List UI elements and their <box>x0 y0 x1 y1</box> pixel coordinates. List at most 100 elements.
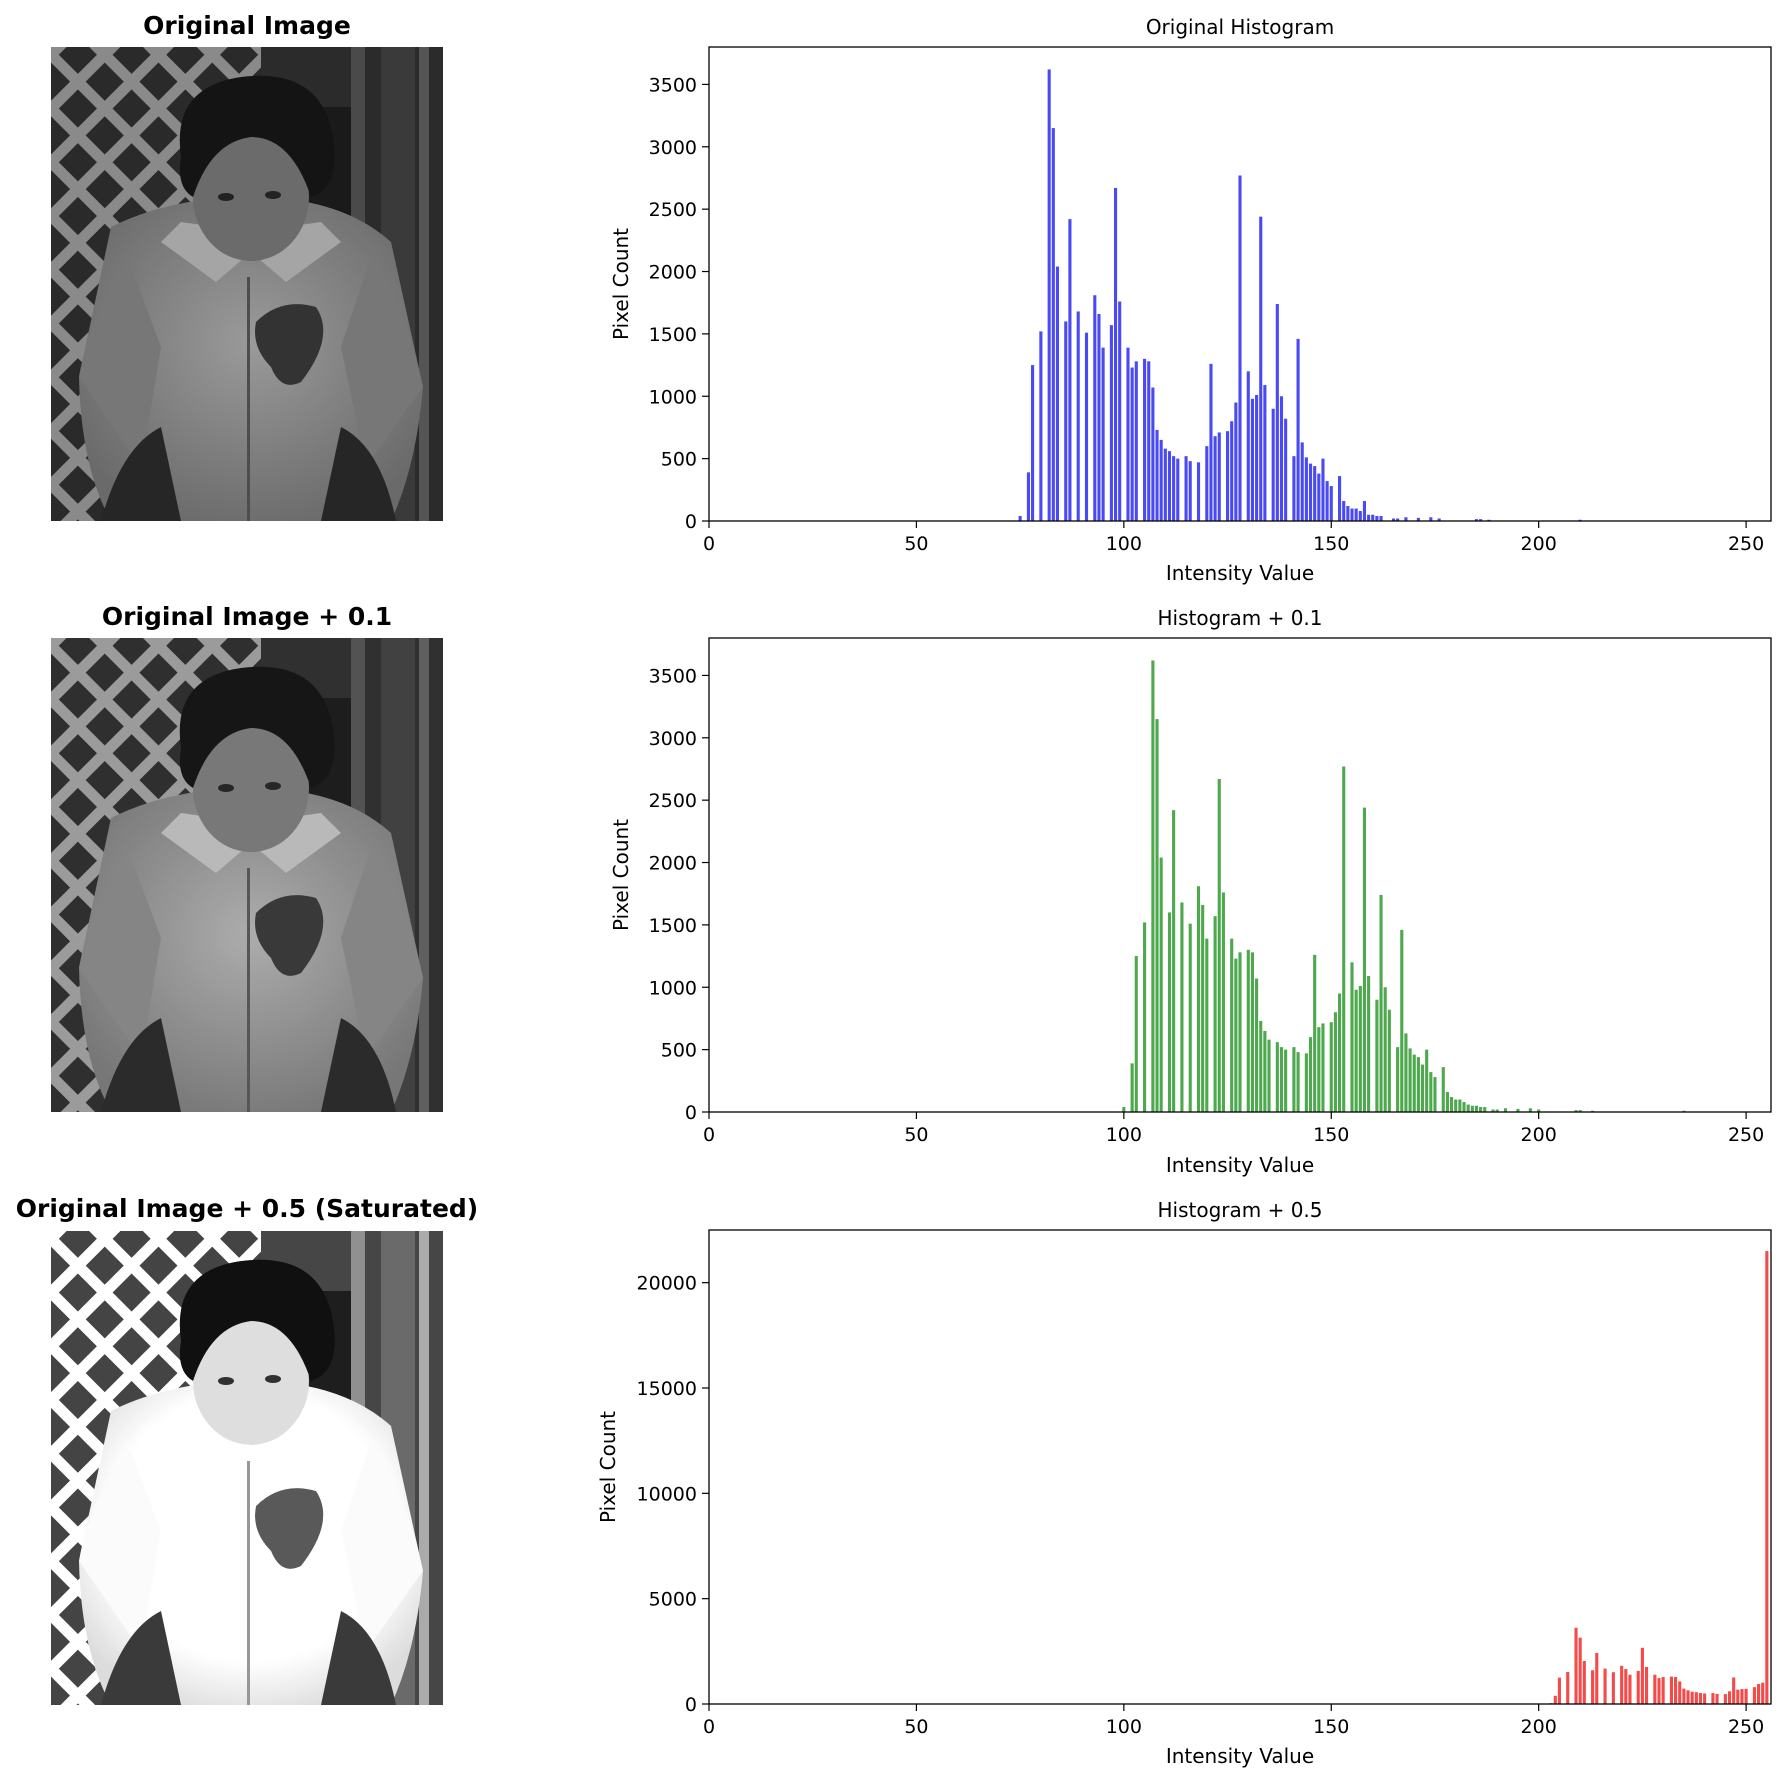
bar <box>1437 518 1441 521</box>
y-tick-label: 20000 <box>637 1273 697 1295</box>
bar <box>1342 766 1346 1112</box>
y-ticks: 0 500 1000 1500 2000 2500 3000 3500 <box>649 665 709 1124</box>
bar <box>1404 517 1408 521</box>
bar <box>1122 1107 1126 1112</box>
bar <box>1375 516 1379 521</box>
bar <box>1213 916 1217 1112</box>
x-tick-label: 150 <box>1313 1124 1349 1146</box>
bar <box>1574 1627 1578 1704</box>
bar <box>1740 1689 1744 1704</box>
bar <box>1736 1689 1740 1704</box>
bar <box>1445 1092 1449 1112</box>
bar <box>1416 1057 1420 1112</box>
bars <box>1018 69 1582 522</box>
bar <box>1669 1676 1673 1704</box>
y-tick-label: 3000 <box>649 728 697 750</box>
x-tick-label: 200 <box>1521 1716 1557 1738</box>
y-tick-label: 3000 <box>649 137 697 159</box>
bar <box>1234 958 1238 1112</box>
bar <box>1757 1683 1761 1704</box>
bar <box>1118 301 1122 521</box>
y-tick-label: 5000 <box>649 1589 697 1611</box>
bar <box>1466 1104 1470 1112</box>
bar <box>1686 1690 1690 1704</box>
bar <box>1130 367 1134 521</box>
x-tick-label: 200 <box>1521 1124 1557 1146</box>
bar <box>1379 516 1383 521</box>
bar <box>1201 904 1205 1112</box>
bar <box>1084 332 1089 521</box>
bar <box>1180 902 1184 1112</box>
bar <box>1329 1022 1333 1112</box>
bar <box>1172 810 1176 1112</box>
bar <box>1263 385 1267 521</box>
bar <box>1698 1693 1703 1704</box>
photo-original <box>51 47 443 521</box>
bar <box>1367 976 1371 1112</box>
chart-plus-0-1: Histogram + 0.1 Intensity Value Pixel Co… <box>609 606 1772 1177</box>
x-tick-label: 250 <box>1728 1716 1764 1738</box>
x-ticks: 0 50 100 150 200 250 <box>703 1112 1764 1146</box>
bar <box>1130 1063 1134 1112</box>
x-tick-label: 200 <box>1521 533 1557 555</box>
x-tick-label: 0 <box>703 1124 715 1146</box>
bar <box>1279 396 1284 521</box>
bar <box>1603 1668 1607 1704</box>
bar <box>1143 922 1147 1112</box>
bar <box>1404 1033 1408 1112</box>
x-tick-label: 250 <box>1728 1124 1764 1146</box>
bar <box>1420 1064 1425 1112</box>
bar <box>1354 508 1358 521</box>
y-axis-label: Pixel Count <box>609 228 633 340</box>
bar <box>1578 1110 1582 1112</box>
bar <box>1346 506 1350 521</box>
y-axis-label: Pixel Count <box>596 1411 620 1523</box>
bars <box>1549 1251 1769 1704</box>
bar <box>1350 508 1354 521</box>
photo-title-plus-0-5: Original Image + 0.5 (Saturated) <box>16 1194 478 1223</box>
bar <box>1167 912 1172 1112</box>
bar <box>1636 1670 1640 1704</box>
x-axis-label: Intensity Value <box>1166 1153 1314 1177</box>
bar <box>1126 347 1130 521</box>
x-tick-label: 150 <box>1313 1716 1349 1738</box>
bar <box>1113 187 1118 521</box>
photo-original-image <box>51 47 443 521</box>
bar <box>1537 1109 1541 1112</box>
bar <box>1732 1677 1736 1704</box>
bar <box>1628 1674 1632 1704</box>
bar <box>1644 1666 1649 1704</box>
bar <box>1238 175 1242 522</box>
bar <box>1578 1637 1582 1704</box>
photo-title-original: Original Image <box>143 11 351 40</box>
bar <box>1591 1670 1595 1704</box>
y-tick-label: 2000 <box>649 853 697 875</box>
x-tick-label: 50 <box>904 1716 928 1738</box>
bar <box>1752 1687 1756 1704</box>
chart-title: Original Histogram <box>1146 15 1334 39</box>
y-axis-label: Pixel Count <box>609 819 633 931</box>
bar <box>1396 1047 1400 1112</box>
bar <box>1582 1661 1586 1704</box>
bar <box>1342 501 1346 521</box>
y-ticks: 0 500 1000 1500 2000 2500 3000 3500 <box>649 74 709 533</box>
bar <box>1429 1072 1433 1112</box>
plot-frame <box>708 637 1772 1113</box>
y-tick-label: 1500 <box>649 915 697 937</box>
bar <box>1230 938 1234 1112</box>
bar <box>1304 457 1308 521</box>
bar <box>1367 514 1371 521</box>
bar <box>1221 892 1225 1112</box>
bar <box>1611 1672 1615 1704</box>
bar <box>1715 1693 1719 1704</box>
bar <box>1396 518 1400 521</box>
bar <box>1259 1020 1263 1112</box>
bar <box>1047 69 1051 521</box>
photo-plus-0-5 <box>51 1231 443 1705</box>
bar <box>1429 517 1433 521</box>
bar <box>1259 216 1263 521</box>
bar <box>1491 1109 1495 1112</box>
bar <box>1462 1102 1466 1112</box>
y-ticks: 0 5000 10000 15000 20000 <box>637 1273 709 1716</box>
